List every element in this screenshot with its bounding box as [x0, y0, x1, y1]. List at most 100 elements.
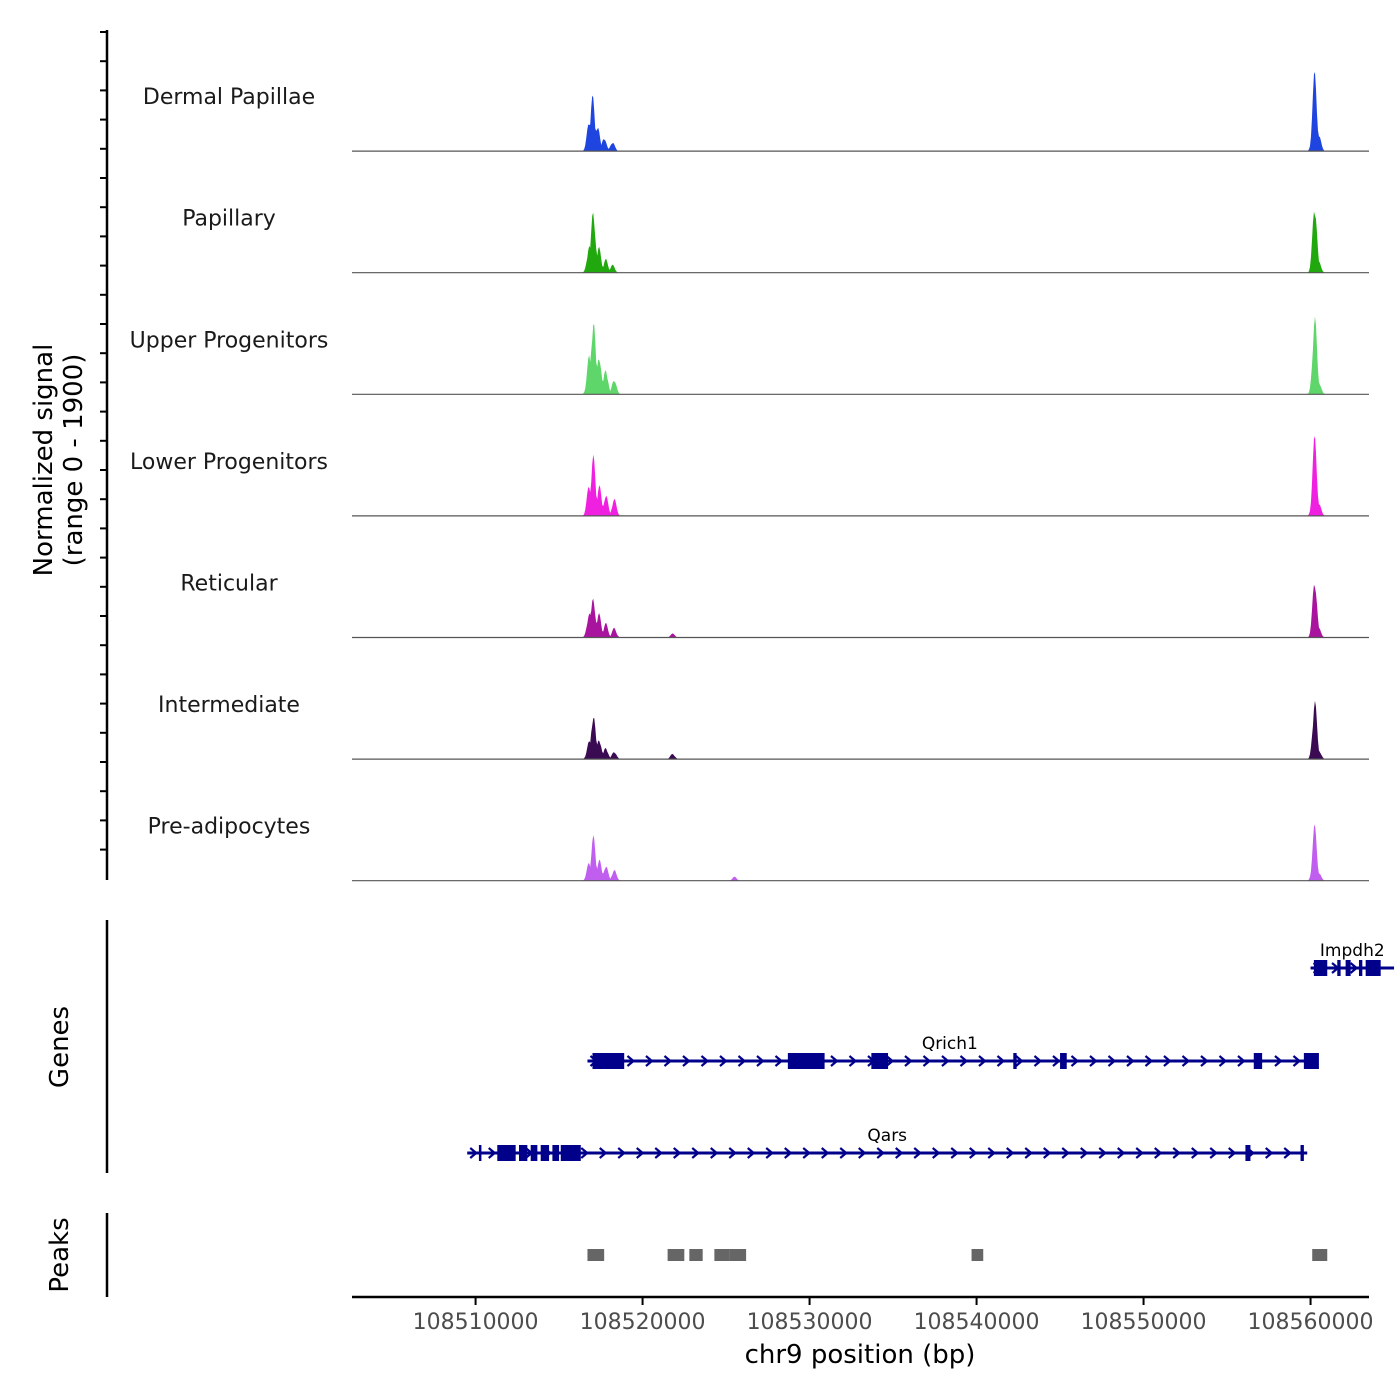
signal-area [352, 824, 1369, 881]
strand-arrow [876, 1147, 885, 1159]
coverage-track: Papillary [182, 207, 1369, 274]
strand-arrow [858, 1147, 867, 1159]
strand-arrow [1172, 1147, 1181, 1159]
strand-arrow [1349, 962, 1359, 974]
x-tick-label: 108540000 [914, 1310, 1040, 1335]
genes-panel: Genes Impdh2 Qrich1 Qars [45, 920, 1395, 1173]
signal-area [352, 72, 1369, 152]
strand-arrow [821, 1147, 830, 1159]
signal-area [352, 700, 1369, 760]
peak-region [667, 1249, 685, 1261]
strand-arrow [1292, 1055, 1302, 1067]
strand-arrow [1098, 1147, 1107, 1159]
track-label: Intermediate [158, 693, 300, 718]
coverage-track: Dermal Papillae [143, 72, 1369, 152]
gene-name: Impdh2 [1320, 941, 1385, 961]
track-label: Papillary [182, 207, 276, 232]
strand-arrow [710, 1147, 719, 1159]
gene-model: Impdh2 [1310, 941, 1395, 976]
strand-arrow [1191, 1147, 1200, 1159]
strand-arrow [895, 1147, 904, 1159]
strand-arrow [682, 1055, 691, 1067]
genes-panel-title: Genes [45, 1006, 75, 1088]
strand-arrow [663, 1055, 673, 1067]
strand-arrow [932, 1147, 941, 1159]
gene-exon [1345, 960, 1351, 976]
coverage-track: Reticular [180, 572, 1369, 639]
signal-area [352, 584, 1369, 638]
strand-arrow [784, 1147, 793, 1159]
signal-area [352, 436, 1369, 516]
y-axis-title-line1: Normalized signal [29, 344, 59, 577]
strand-arrow [978, 1055, 987, 1067]
strand-arrow [1144, 1055, 1154, 1067]
strand-arrow [774, 1055, 784, 1067]
strand-arrow [1061, 1147, 1070, 1159]
x-axis-title: chr9 position (bp) [745, 1340, 976, 1370]
gene-exon [1253, 1053, 1263, 1069]
strand-arrow [1154, 1147, 1163, 1159]
strand-arrow [765, 1147, 774, 1159]
gene-exon [592, 1053, 625, 1069]
coverage-track: Pre-adipocytes [148, 815, 1369, 882]
track-label: Dermal Papillae [143, 85, 315, 110]
track-label: Pre-adipocytes [148, 815, 311, 840]
peak-regions [587, 1249, 1328, 1261]
strand-arrow [1024, 1147, 1033, 1159]
y-axis-title-line2: (range 0 - 1900) [59, 354, 89, 567]
strand-arrow [599, 1147, 608, 1159]
strand-arrow [1070, 1055, 1080, 1067]
strand-arrow [580, 1147, 589, 1159]
strand-arrow [1033, 1055, 1043, 1067]
coverage-tracks: Dermal Papillae Papillary Upper Progenitor… [130, 72, 1369, 882]
strand-arrow [1117, 1147, 1126, 1159]
strand-arrow [1200, 1055, 1209, 1067]
gene-exon [1313, 960, 1328, 976]
gene-exon [1303, 1053, 1319, 1069]
strand-arrow [1107, 1055, 1117, 1067]
strand-arrow [922, 1055, 932, 1067]
y-axis-title: Normalized signal (range 0 - 1900) [29, 344, 89, 577]
strand-arrow [996, 1055, 1006, 1067]
peak-region [1312, 1249, 1328, 1261]
track-label: Lower Progenitors [130, 450, 328, 475]
gene-exon [530, 1145, 538, 1161]
gene-exon [1300, 1145, 1304, 1161]
gene-exon [518, 1145, 528, 1161]
gene-exon [871, 1053, 889, 1069]
coverage-track: Upper Progenitors [130, 316, 1369, 395]
peak-region [714, 1249, 730, 1261]
gene-model: Qrich1 [587, 1034, 1319, 1069]
strand-arrow [626, 1055, 636, 1067]
coverage-y-axis [100, 30, 109, 880]
strand-arrow [1043, 1147, 1052, 1159]
track-label: Reticular [180, 572, 278, 597]
strand-arrow [1135, 1147, 1144, 1159]
strand-arrow [1006, 1147, 1015, 1159]
strand-arrow [839, 1147, 848, 1159]
signal-area [352, 211, 1369, 273]
x-tick-label: 108510000 [413, 1310, 539, 1335]
gene-exon [1358, 960, 1363, 976]
strand-arrow [617, 1147, 626, 1159]
peaks-panel: Peaks [45, 1213, 1328, 1297]
strand-arrow [728, 1147, 737, 1159]
gene-exon [560, 1145, 581, 1161]
x-tick-label: 108560000 [1248, 1310, 1374, 1335]
gene-exon [1245, 1145, 1251, 1161]
strand-arrow [747, 1147, 756, 1159]
peaks-panel-title: Peaks [45, 1217, 75, 1292]
track-label: Upper Progenitors [130, 328, 329, 353]
x-tick-label: 108520000 [580, 1310, 706, 1335]
strand-arrow [654, 1147, 663, 1159]
gene-exon [497, 1145, 516, 1161]
peak-region [689, 1249, 703, 1261]
strand-arrow [848, 1055, 858, 1067]
coverage-track: Lower Progenitors [130, 436, 1369, 517]
strand-arrow [959, 1055, 969, 1067]
x-axis-ticks: 108510000 108520000 108530000 108540000 1085… [413, 1297, 1374, 1335]
strand-arrow [645, 1055, 654, 1067]
strand-arrow [1163, 1055, 1172, 1067]
strand-arrow [469, 1147, 478, 1159]
